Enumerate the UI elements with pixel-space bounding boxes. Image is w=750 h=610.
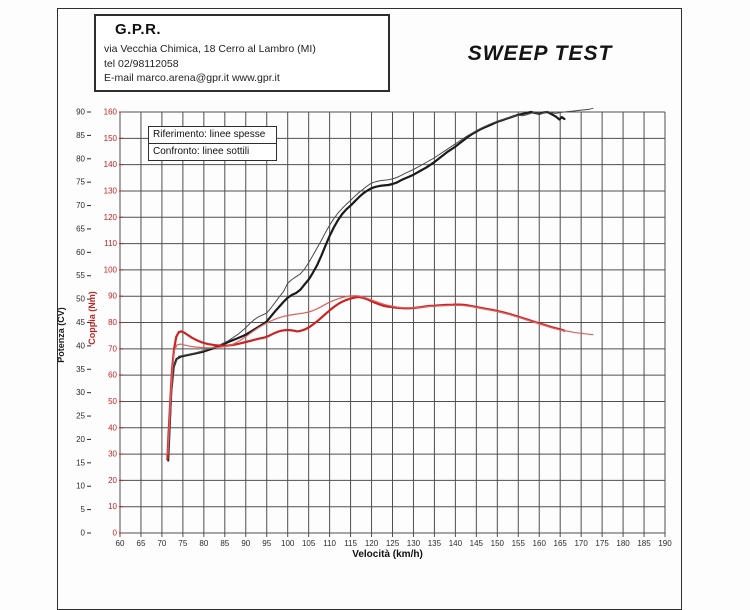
power-tick-labels: 0 5 10 15 20 25 30 35 40 45 50 55 60 65 70 75 80 85 90 [76,108,91,538]
svg-text:10: 10 [108,502,117,511]
svg-text:180: 180 [616,539,630,548]
svg-text:35: 35 [76,365,85,374]
svg-text:25: 25 [76,412,85,421]
company-address: via Vecchia Chimica, 18 Cerro al Lambro … [104,43,316,55]
x-axis-title: Velocità (km/h) [352,549,423,560]
svg-text:5: 5 [81,505,86,514]
svg-text:50: 50 [76,295,85,304]
svg-text:75: 75 [178,539,187,548]
svg-text:135: 135 [428,539,442,548]
svg-text:40: 40 [108,423,117,432]
svg-text:60: 60 [108,371,117,380]
svg-text:90: 90 [76,108,85,117]
svg-text:85: 85 [76,131,85,140]
company-phone: tel 02/98112058 [104,57,179,70]
svg-text:150: 150 [104,134,118,143]
svg-text:70: 70 [108,344,117,353]
svg-text:190: 190 [658,539,672,548]
svg-text:160: 160 [104,108,118,117]
svg-text:110: 110 [323,539,336,548]
svg-text:0: 0 [113,529,118,538]
svg-text:80: 80 [76,154,85,163]
svg-text:155: 155 [512,539,526,548]
svg-text:20: 20 [108,476,117,485]
svg-text:115: 115 [344,539,357,548]
svg-text:165: 165 [554,539,568,548]
series-confronto-coppia [167,295,594,455]
svg-text:175: 175 [595,539,609,548]
svg-text:80: 80 [199,539,208,548]
svg-text:75: 75 [76,178,85,187]
svg-text:90: 90 [108,292,117,301]
svg-text:20: 20 [76,435,85,444]
svg-text:120: 120 [104,213,118,222]
report-title: SWEEP TEST [467,42,613,65]
svg-text:130: 130 [407,539,421,548]
company-name: G.P.R. [115,21,162,38]
torque-tick-labels: 0 10 20 30 40 50 60 70 80 90 100 110 120 130 140 150 160 [104,108,123,538]
svg-text:140: 140 [449,539,463,548]
series-confronto-potenza [168,107,594,459]
svg-text:100: 100 [104,265,118,274]
svg-text:65: 65 [137,539,146,548]
svg-text:105: 105 [302,539,316,548]
svg-text:125: 125 [386,539,400,548]
svg-text:70: 70 [76,201,85,210]
svg-text:0: 0 [81,529,86,538]
x-tick-labels: 60 65 70 75 80 85 90 95 100 105 110 115 120 125 130 135… [116,539,673,548]
svg-text:30: 30 [76,388,85,397]
svg-text:160: 160 [533,539,547,548]
svg-text:145: 145 [470,539,484,548]
svg-text:65: 65 [76,224,85,233]
legend-reference: Riferimento: linee spesse [149,127,276,144]
svg-text:30: 30 [108,450,117,459]
torque-axis-title: Coppia (Nm) [87,291,97,345]
chart-legend: Riferimento: linee spesse Confronto: lin… [148,126,277,161]
svg-text:110: 110 [104,239,117,248]
svg-text:150: 150 [491,539,505,548]
svg-text:60: 60 [76,248,85,257]
svg-text:70: 70 [157,539,166,548]
power-axis-title: Potenza (CV) [56,307,66,363]
svg-text:85: 85 [220,539,229,548]
series-riferimento-coppia [166,295,566,461]
svg-text:80: 80 [108,318,117,327]
svg-text:95: 95 [262,539,271,548]
grid [119,111,666,537]
sweep-chart: 60 65 70 75 80 85 90 95 100 105 110 115 120 125 130 135… [56,107,673,561]
svg-text:100: 100 [281,539,295,548]
svg-text:185: 185 [637,539,651,548]
svg-text:140: 140 [104,160,118,169]
svg-text:40: 40 [76,341,85,350]
svg-text:130: 130 [104,186,118,195]
company-email: E-mail marco.arena@gpr.it www.gpr.it [104,72,280,84]
svg-text:55: 55 [76,271,85,280]
svg-text:90: 90 [241,539,250,548]
svg-text:170: 170 [574,539,588,548]
svg-text:120: 120 [365,539,379,548]
svg-text:60: 60 [116,539,125,548]
legend-comparison: Confronto: linee sottili [153,146,250,157]
svg-text:45: 45 [76,318,85,327]
company-header-box: G.P.R. via Vecchia Chimica, 18 Cerro al … [94,14,390,92]
svg-text:50: 50 [108,397,117,406]
svg-text:15: 15 [76,458,85,467]
svg-text:10: 10 [76,482,85,491]
